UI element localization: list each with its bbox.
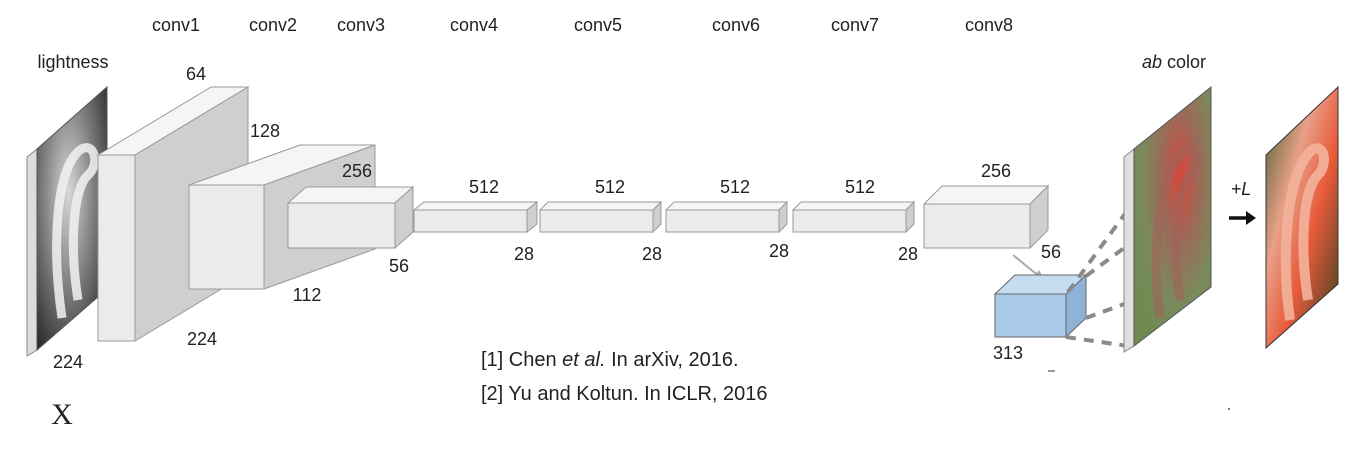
ab-color-label: ab color [1142,52,1206,72]
layer-name-conv2: conv2 [249,15,297,35]
channels-label-conv5: 512 [595,177,625,197]
ab-color-image [1123,85,1212,353]
layer-name-conv4: conv4 [450,15,498,35]
channels-label-conv3: 256 [342,161,372,181]
layer-block-conv4 [412,200,539,234]
ab-color-label-italic: ab [1142,52,1162,72]
block-front-face [539,209,654,233]
input-size-label: 224 [53,352,83,372]
block-front-face [287,202,396,249]
block-top-face [664,201,789,211]
layer-name-conv1: conv1 [152,15,200,35]
layer-blocks [96,86,1050,342]
block-front-face [665,209,780,233]
plus-l-label: +L [1231,179,1252,199]
channels-label-conv1: 64 [186,64,206,84]
block-top-face [538,201,663,211]
block-front-face [413,209,528,233]
ab-color-label-rest: color [1162,52,1206,72]
spatial-label-conv1: 224 [187,329,217,349]
speck [1228,408,1230,410]
block-labels: 64 224 128 112 256 56 512 28 512 28 512 … [186,64,1061,349]
input-image [26,85,108,357]
spatial-label-conv7: 28 [898,244,918,264]
layer-block-conv7 [791,200,916,234]
citation-1-rest: In arXiv, 2016. [606,349,739,371]
spatial-label-conv2: 112 [293,285,322,305]
spatial-label-conv4: 28 [514,244,534,264]
layer-name-conv8: conv8 [965,15,1013,35]
channels-label-conv6: 512 [720,177,750,197]
block-top-face [286,186,415,204]
spatial-label-conv3: 56 [389,256,409,276]
block-top-face [922,185,1050,205]
block-top-face [412,201,539,211]
layer-name-conv3: conv3 [337,15,385,35]
block-front-face [97,154,136,342]
layer-block-conv8 [922,184,1050,250]
layer-block-conv6 [664,200,789,234]
layer-name-conv7: conv7 [831,15,879,35]
citation-1-italic: et al. [562,349,605,371]
spatial-label-conv8: 56 [1041,242,1061,262]
channels-label-conv8: 256 [981,161,1011,181]
input-symbol: X [51,398,73,431]
citation-1-text: [1] Chen [481,349,562,371]
layer-name-conv5: conv5 [574,15,622,35]
citation-1: [1] Chen et al. In arXiv, 2016. [481,349,739,371]
spatial-label-conv6: 28 [769,241,789,261]
layer-name-conv6: conv6 [712,15,760,35]
channels-label-conv7: 512 [845,177,875,197]
layer-block-conv5 [538,200,663,234]
spatial-label-conv5: 28 [642,244,662,264]
output-block-size-label: 313 [993,343,1023,363]
colorized-output-image [1265,85,1339,350]
block-front-face [188,184,265,290]
layer-block-conv3 [286,185,415,250]
citation-2: [2] Yu and Koltun. In ICLR, 2016 [481,383,768,405]
block-top-face [791,201,916,211]
citation-2-text: [2] Yu and Koltun. In ICLR, 2016 [481,383,768,405]
layer-names: conv1 conv2 conv3 conv4 conv5 conv6 conv… [152,15,1013,35]
right-arrow-icon [1229,211,1256,225]
input-label: lightness [37,52,108,72]
block-front-face [923,203,1031,249]
channels-label-conv2: 128 [250,121,280,141]
channels-label-conv4: 512 [469,177,499,197]
block-front-face [792,209,907,233]
